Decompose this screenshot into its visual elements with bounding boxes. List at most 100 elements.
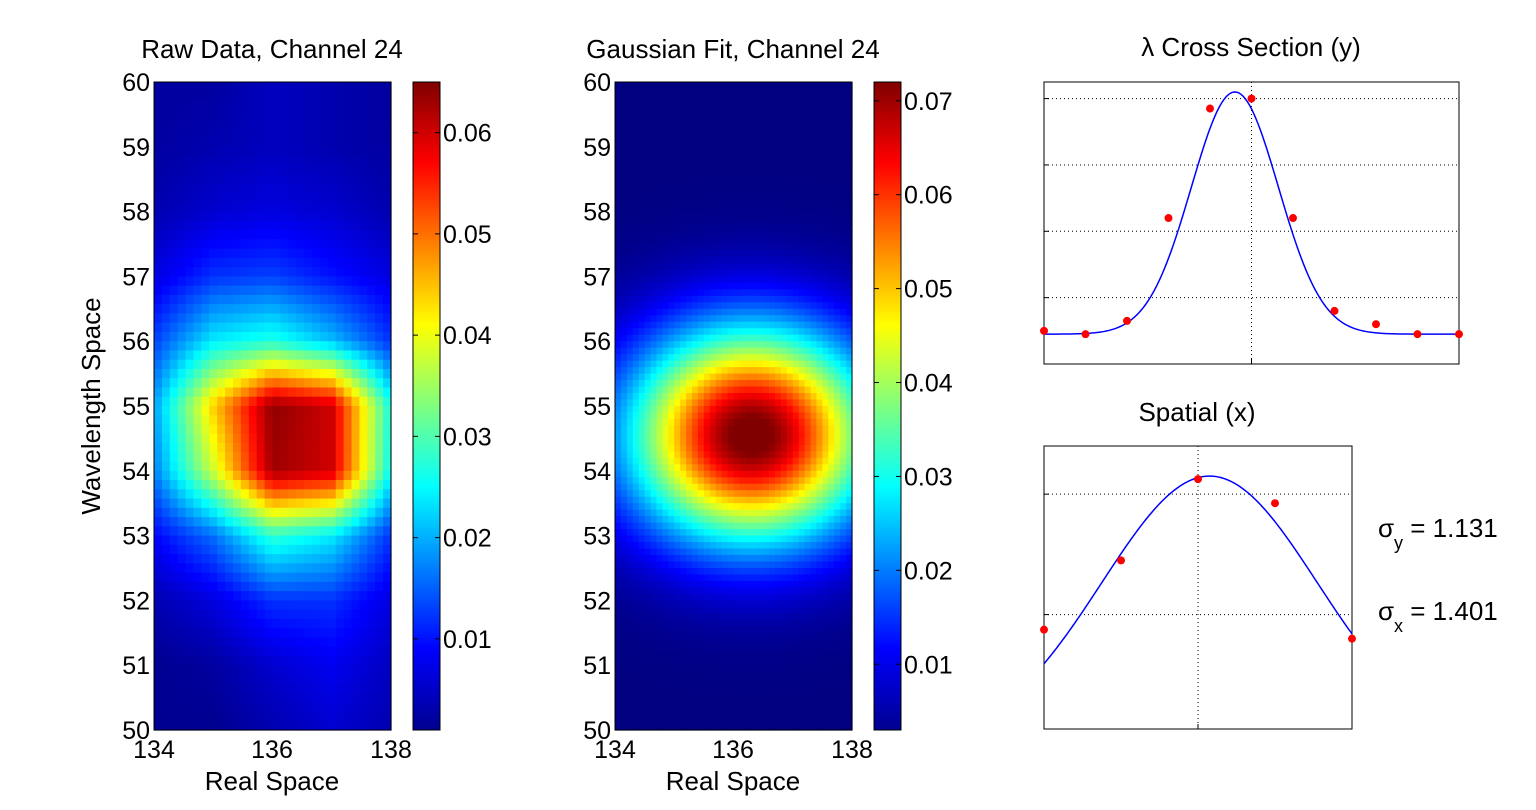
fit-heatmap-cell bbox=[769, 146, 776, 154]
raw-heatmap-cell bbox=[248, 183, 258, 194]
raw-y-tick-label: 53 bbox=[122, 523, 150, 551]
fit-heatmap-cell bbox=[792, 321, 800, 329]
fit-heatmap-cell bbox=[763, 185, 770, 193]
fit-heatmap-cell bbox=[709, 503, 717, 511]
fit-heatmap-cell bbox=[846, 406, 853, 414]
fit-heatmap-cell bbox=[757, 522, 764, 530]
fit-heatmap-cell bbox=[834, 308, 841, 316]
fit-heatmap-cell bbox=[798, 133, 806, 141]
raw-heatmap-cell bbox=[264, 396, 274, 407]
fit-heatmap-cell bbox=[644, 295, 652, 303]
fit-heatmap-cell bbox=[745, 94, 752, 103]
fit-heatmap-cell bbox=[615, 153, 622, 161]
fit-heatmap-cell bbox=[715, 308, 723, 316]
fit-heatmap-cell bbox=[840, 295, 847, 303]
raw-heatmap-cell bbox=[233, 711, 242, 722]
raw-heatmap-cell bbox=[272, 220, 281, 231]
fit-heatmap-cell bbox=[650, 328, 658, 336]
fit-heatmap-cell bbox=[644, 146, 652, 154]
fit-heatmap-cell bbox=[727, 438, 735, 446]
raw-heatmap-cell bbox=[225, 230, 234, 240]
raw-heatmap-cell bbox=[280, 137, 289, 148]
raw-heatmap-cell bbox=[296, 702, 305, 713]
fit-heatmap-cell bbox=[680, 114, 687, 122]
raw-heatmap-cell bbox=[296, 276, 305, 287]
fit-heatmap-cell bbox=[620, 451, 628, 459]
fit-heatmap-cell bbox=[709, 282, 717, 290]
raw-heatmap-cell bbox=[375, 554, 384, 564]
raw-heatmap-cell bbox=[161, 600, 171, 611]
fit-heatmap-cell bbox=[834, 231, 841, 239]
fit-heatmap-cell bbox=[727, 120, 735, 128]
fit-heatmap-cell bbox=[692, 334, 699, 342]
fit-heatmap-cell bbox=[656, 386, 663, 394]
raw-heatmap-cell bbox=[327, 359, 337, 370]
raw-heatmap-cell bbox=[327, 581, 337, 592]
fit-heatmap-cell bbox=[780, 516, 788, 524]
raw-heatmap-cell bbox=[335, 396, 345, 407]
fit-heatmap-cell bbox=[674, 88, 681, 96]
fit-heatmap-cell bbox=[751, 328, 758, 336]
fit-heatmap-cell bbox=[686, 250, 693, 258]
raw-heatmap-cell bbox=[264, 544, 274, 555]
fit-heatmap-cell bbox=[822, 360, 829, 368]
fit-heatmap-cell bbox=[686, 438, 693, 446]
fit-heatmap-cell bbox=[721, 315, 729, 323]
raw-heatmap-cell bbox=[335, 563, 345, 574]
raw-heatmap-cell bbox=[193, 424, 202, 435]
raw-heatmap-cell bbox=[375, 193, 384, 203]
raw-heatmap-cell bbox=[264, 341, 274, 352]
raw-heatmap-cell bbox=[169, 294, 179, 305]
fit-heatmap-cell bbox=[780, 166, 788, 174]
raw-heatmap-cell bbox=[343, 535, 353, 546]
raw-heatmap-cell bbox=[319, 313, 329, 324]
fit-heatmap-cell bbox=[733, 354, 741, 362]
raw-heatmap-cell bbox=[201, 230, 210, 240]
raw-heatmap-cell bbox=[280, 480, 289, 490]
fit-heatmap-cell bbox=[709, 360, 717, 368]
raw-heatmap-cell bbox=[161, 331, 171, 342]
fit-heatmap-cell bbox=[786, 88, 794, 96]
fit-heatmap-cell bbox=[757, 289, 764, 297]
fit-heatmap-cell bbox=[822, 483, 829, 491]
fit-heatmap-cell bbox=[638, 133, 646, 141]
raw-heatmap-cell bbox=[335, 720, 345, 731]
fit-heatmap-cell bbox=[662, 114, 669, 122]
raw-heatmap-cell bbox=[335, 692, 345, 703]
fit-heatmap-cell bbox=[792, 101, 800, 109]
raw-heatmap-cell bbox=[288, 211, 297, 222]
raw-heatmap-cell bbox=[312, 359, 321, 370]
fit-heatmap-cell bbox=[662, 82, 669, 90]
fit-heatmap-cell bbox=[674, 535, 681, 543]
raw-heatmap-cell bbox=[185, 331, 195, 342]
fit-heatmap-cell bbox=[786, 133, 794, 141]
raw-heatmap-cell bbox=[383, 341, 392, 352]
fit-heatmap-cell bbox=[703, 192, 711, 200]
raw-heatmap-cell bbox=[367, 507, 376, 518]
fit-heatmap-cell bbox=[792, 146, 800, 154]
fit-heatmap-cell bbox=[715, 302, 723, 310]
raw-heatmap-cell bbox=[304, 415, 313, 426]
fit-heatmap-cell bbox=[650, 354, 658, 362]
raw-heatmap-cell bbox=[209, 498, 218, 509]
fit-heatmap-cell bbox=[626, 205, 634, 213]
raw-heatmap-cell bbox=[225, 128, 234, 139]
fit-heatmap-cell bbox=[810, 393, 818, 401]
raw-heatmap-cell bbox=[161, 572, 171, 583]
fit-heatmap-cell bbox=[615, 263, 622, 271]
fit-heatmap-cell bbox=[792, 457, 800, 465]
raw-heatmap-cell bbox=[304, 655, 313, 666]
fit-heatmap-cell bbox=[656, 334, 663, 342]
raw-heatmap-cell bbox=[280, 267, 289, 277]
fit-heatmap-cell bbox=[615, 451, 622, 459]
fit-heatmap-cell bbox=[686, 146, 693, 154]
fit-heatmap-cell bbox=[632, 250, 640, 258]
raw-heatmap-cell bbox=[161, 276, 171, 287]
fit-heatmap-cell bbox=[816, 516, 823, 524]
fit-heatmap-cell bbox=[822, 127, 829, 135]
fit-heatmap-cell bbox=[786, 250, 794, 258]
raw-heatmap-cell bbox=[335, 628, 345, 639]
raw-heatmap-cell bbox=[288, 646, 297, 657]
fit-heatmap-cell bbox=[615, 107, 622, 115]
raw-heatmap-cell bbox=[335, 156, 345, 166]
